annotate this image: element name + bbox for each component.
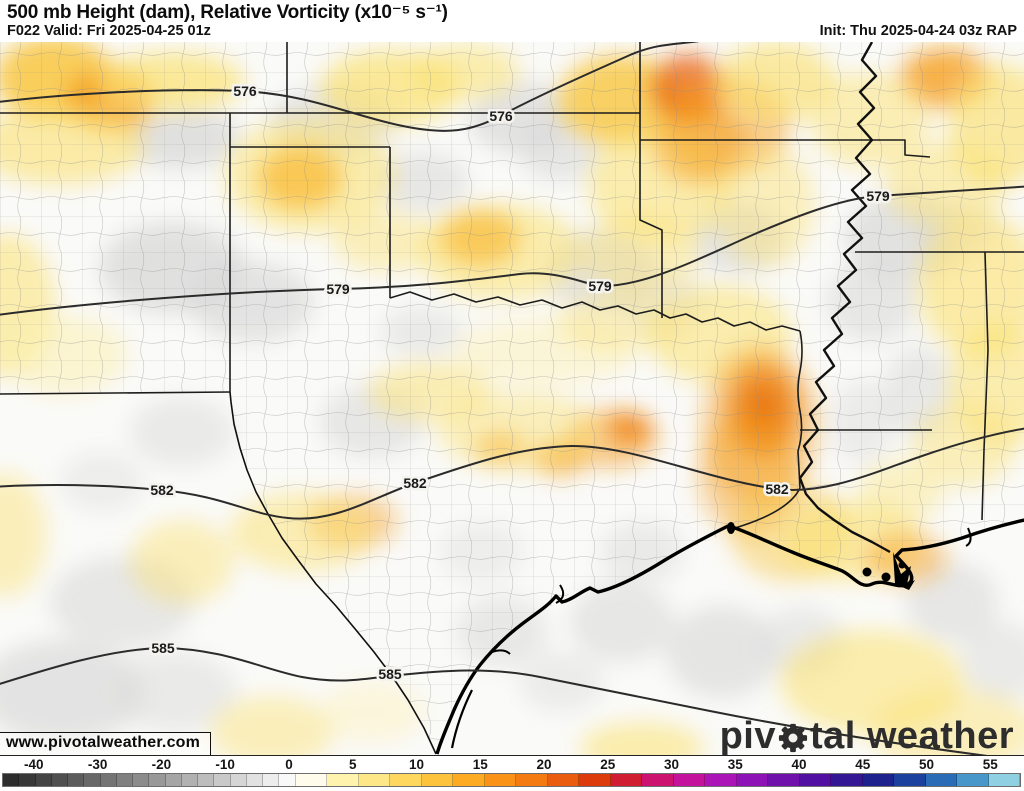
- title-bar: 500 mb Height (dam), Relative Vorticity …: [0, 0, 1024, 42]
- colorbar-cell: [516, 774, 548, 786]
- colorbar-strip: [2, 773, 1021, 787]
- colorbar-cell: [133, 774, 150, 786]
- map-title: 500 mb Height (dam), Relative Vorticity …: [7, 2, 448, 23]
- colorbar-cell: [35, 774, 52, 786]
- colorbar-tick: 25: [600, 757, 616, 772]
- colorbar-cell: [547, 774, 579, 786]
- svg-text:576: 576: [489, 108, 513, 124]
- colorbar-cell: [421, 774, 453, 786]
- svg-text:579: 579: [326, 281, 350, 297]
- rivers: [229, 42, 891, 755]
- svg-text:579: 579: [588, 278, 612, 294]
- svg-text:585: 585: [378, 666, 402, 682]
- colorbar-tick: 40: [791, 757, 807, 772]
- colorbar-cell: [214, 774, 231, 786]
- colorbar-tick-labels: -40 -30 -20 -10 0 5 10 15 20 25 30 35 40 45 50 55: [0, 757, 1024, 772]
- colorbar-cell: [705, 774, 737, 786]
- colorbar-cell: [100, 774, 117, 786]
- svg-text:582: 582: [150, 482, 174, 498]
- colorbar-cell: [453, 774, 485, 786]
- colorbar-tick: 20: [536, 757, 552, 772]
- svg-text:576: 576: [233, 83, 257, 99]
- colorbar-cell: [768, 774, 800, 786]
- colorbar-cell: [181, 774, 198, 786]
- colorbar-cell: [295, 774, 327, 786]
- colorbar-tick: 35: [727, 757, 743, 772]
- colorbar-cell: [799, 774, 831, 786]
- colorbar-cell: [988, 774, 1020, 786]
- colorbar-cell: [116, 774, 133, 786]
- colorbar-cell: [831, 774, 863, 786]
- colorbar-cell: [279, 774, 296, 786]
- logo-text-left: piv: [719, 715, 776, 756]
- colorbar-cell: [3, 774, 20, 786]
- colorbar-tick: -20: [151, 757, 172, 772]
- map-canvas: 576 576 579 579 579 582 582 582 585 585: [0, 42, 1024, 755]
- watermark: www.pivotalweather.com: [0, 732, 212, 755]
- colorbar-cell: [51, 774, 68, 786]
- height-contour-labels: 576 576 579 579 579 582 582 582 585 585: [148, 81, 893, 685]
- forecast-map: 576 576 579 579 579 582 582 582 585 585 www.pivot…: [0, 42, 1024, 756]
- colorbar-tick: 30: [663, 757, 680, 772]
- svg-text:585: 585: [151, 640, 175, 656]
- svg-text:582: 582: [765, 481, 789, 497]
- colorbar-cell: [390, 774, 422, 786]
- colorbar-tick: 55: [982, 757, 998, 772]
- colorbar-cell: [68, 774, 85, 786]
- coastal-marsh: [727, 522, 915, 590]
- colorbar-cell: [358, 774, 390, 786]
- colorbar-cell: [165, 774, 182, 786]
- svg-text:582: 582: [403, 475, 427, 491]
- colorbar-tick: 5: [348, 757, 357, 772]
- colorbar-cell: [673, 774, 705, 786]
- height-contours: [0, 42, 1024, 755]
- colorbar-tick: -40: [24, 757, 44, 772]
- colorbar-cell: [149, 774, 166, 786]
- colorbar-tick: 45: [855, 757, 871, 772]
- colorbar-tick: -30: [87, 757, 108, 772]
- colorbar-cell: [19, 774, 36, 786]
- colorbar: -40 -30 -20 -10 0 5 10 15 20 25 30 35 40 45 50 55: [0, 757, 1024, 791]
- colorbar-cell: [198, 774, 215, 786]
- rio-grande-river: [229, 391, 437, 755]
- colorbar-cell: [957, 774, 989, 786]
- colorbar-cell: [263, 774, 280, 786]
- colorbar-cell: [610, 774, 642, 786]
- colorbar-cell: [736, 774, 768, 786]
- colorbar-tick: 50: [918, 757, 935, 772]
- colorbar-cell: [246, 774, 263, 786]
- mississippi-river: [798, 42, 891, 554]
- init-time-label: Init: Thu 2025-04-24 03z RAP: [819, 23, 1017, 39]
- gear-icon: [778, 723, 808, 752]
- pivotal-weather-logo: piv tal weather: [720, 717, 1014, 755]
- colorbar-tick: 15: [472, 757, 488, 772]
- colorbar-cell: [894, 774, 926, 786]
- colorbar-tick: 0: [285, 757, 293, 772]
- colorbar-cell: [484, 774, 516, 786]
- colorbar-cell: [925, 774, 957, 786]
- colorbar-cell: [862, 774, 894, 786]
- colorbar-cell: [230, 774, 247, 786]
- colorbar-cell: [579, 774, 611, 786]
- colorbar-cell: [327, 774, 359, 786]
- colorbar-tick: 10: [408, 757, 425, 772]
- valid-time-label: F022 Valid: Fri 2025-04-25 01z: [7, 23, 211, 39]
- colorbar-tick: -10: [215, 757, 235, 772]
- svg-text:579: 579: [866, 188, 890, 204]
- colorbar-cell: [84, 774, 101, 786]
- colorbar-cell: [642, 774, 674, 786]
- logo-text-right: tal weather: [809, 715, 1014, 756]
